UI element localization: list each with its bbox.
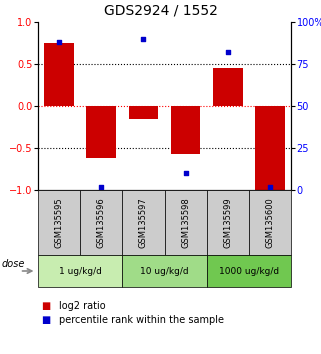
Bar bbox=[213, 68, 242, 106]
Text: GSM135598: GSM135598 bbox=[181, 197, 190, 248]
Text: GSM135596: GSM135596 bbox=[97, 197, 106, 248]
Point bbox=[99, 184, 104, 189]
Text: percentile rank within the sample: percentile rank within the sample bbox=[59, 315, 224, 325]
Text: GSM135597: GSM135597 bbox=[139, 197, 148, 248]
Text: log2 ratio: log2 ratio bbox=[59, 301, 106, 311]
Text: GSM135600: GSM135600 bbox=[265, 197, 274, 248]
Text: 1 ug/kg/d: 1 ug/kg/d bbox=[59, 267, 102, 275]
Bar bbox=[44, 43, 74, 106]
Text: dose: dose bbox=[2, 259, 25, 269]
Bar bbox=[255, 106, 285, 190]
Text: 10 ug/kg/d: 10 ug/kg/d bbox=[140, 267, 189, 275]
Point bbox=[267, 184, 273, 189]
Bar bbox=[129, 106, 158, 119]
Point bbox=[225, 50, 230, 55]
Text: GSM135599: GSM135599 bbox=[223, 197, 232, 248]
Text: ■: ■ bbox=[41, 315, 50, 325]
Text: GSM135595: GSM135595 bbox=[55, 197, 64, 248]
Bar bbox=[171, 106, 200, 154]
Point bbox=[56, 39, 62, 45]
Point bbox=[141, 36, 146, 42]
Text: 1000 ug/kg/d: 1000 ug/kg/d bbox=[219, 267, 279, 275]
Point bbox=[183, 170, 188, 176]
Bar bbox=[86, 106, 116, 158]
Text: GDS2924 / 1552: GDS2924 / 1552 bbox=[104, 4, 217, 18]
Text: ■: ■ bbox=[41, 301, 50, 311]
